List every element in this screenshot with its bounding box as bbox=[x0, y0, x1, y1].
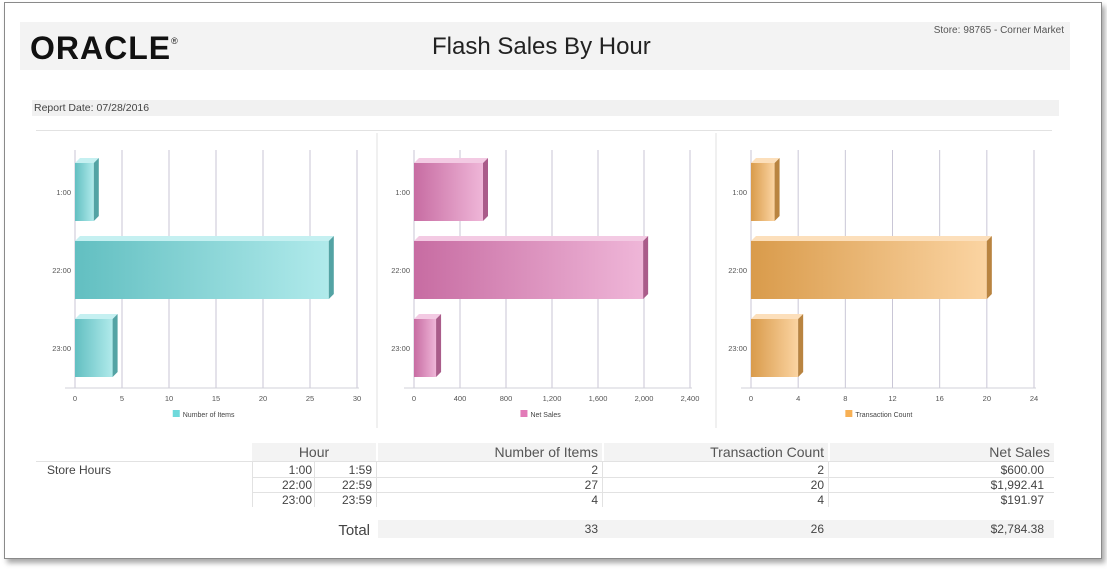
transactions-value: 4 bbox=[817, 493, 824, 507]
transactions-value: 20 bbox=[810, 478, 824, 492]
y-category-label: 1:00 bbox=[56, 188, 71, 197]
x-tick-label: 4 bbox=[796, 394, 800, 403]
legend-label: Number of Items bbox=[183, 412, 235, 419]
x-tick-label: 20 bbox=[983, 394, 991, 403]
total-items: 33 bbox=[584, 522, 598, 536]
x-tick-label: 0 bbox=[749, 394, 753, 403]
x-tick-label: 1,600 bbox=[589, 394, 608, 403]
store-value: 98765 - Corner Market bbox=[963, 25, 1064, 36]
y-category-label: 22:00 bbox=[728, 266, 747, 275]
header-separator bbox=[36, 461, 1054, 462]
x-tick-label: 2,400 bbox=[681, 394, 700, 403]
y-category-label: 22:00 bbox=[52, 266, 71, 275]
bar-1:00 bbox=[414, 158, 488, 221]
transactions-value: 2 bbox=[817, 463, 824, 477]
column-separator bbox=[828, 461, 829, 507]
col-header-net-sales: Net Sales bbox=[830, 443, 1054, 461]
y-category-label: 23:00 bbox=[52, 344, 71, 353]
x-tick-label: 5 bbox=[120, 394, 124, 403]
row-separator bbox=[252, 492, 1054, 493]
store-info: Store: 98765 - Corner Market bbox=[934, 25, 1064, 36]
y-category-label: 23:00 bbox=[391, 344, 410, 353]
x-tick-label: 8 bbox=[843, 394, 847, 403]
items-value: 4 bbox=[591, 493, 598, 507]
hour-end: 23:59 bbox=[341, 493, 372, 507]
row-separator bbox=[252, 477, 1054, 478]
net-sales-value: $1,992.41 bbox=[990, 478, 1044, 492]
total-bar bbox=[378, 520, 1054, 538]
x-tick-label: 25 bbox=[306, 394, 314, 403]
column-separator bbox=[252, 461, 253, 507]
report-date: Report Date: 07/28/2016 bbox=[32, 100, 1059, 116]
x-tick-label: 24 bbox=[1030, 394, 1038, 403]
legend: Transaction Count bbox=[845, 410, 912, 419]
col-header-items: Number of Items bbox=[378, 443, 602, 461]
net-sales-value: $191.97 bbox=[1000, 493, 1044, 507]
total-label: Total bbox=[338, 522, 370, 539]
oracle-logo: ORACLE® bbox=[30, 30, 179, 66]
report-header: ORACLE® Flash Sales By Hour Store: 98765 … bbox=[20, 22, 1070, 70]
x-tick-label: 800 bbox=[500, 394, 513, 403]
total-transactions: 26 bbox=[810, 522, 824, 536]
total-net-sales: $2,784.38 bbox=[990, 522, 1044, 536]
legend-label: Transaction Count bbox=[855, 412, 912, 419]
y-category-label: 22:00 bbox=[391, 266, 410, 275]
bar-23:00 bbox=[75, 314, 118, 377]
bar-22:00 bbox=[751, 236, 992, 299]
bar-23:00 bbox=[414, 314, 442, 377]
legend: Net Sales bbox=[520, 410, 561, 419]
hour-end: 22:59 bbox=[341, 478, 372, 492]
bar-1:00 bbox=[75, 158, 99, 221]
group-label: Store Hours bbox=[47, 463, 112, 477]
hour-end: 1:59 bbox=[348, 463, 372, 477]
column-separator bbox=[376, 461, 377, 507]
x-tick-label: 0 bbox=[73, 394, 77, 403]
x-tick-label: 1,200 bbox=[543, 394, 562, 403]
divider bbox=[36, 130, 1052, 131]
hour-start: 22:00 bbox=[281, 478, 312, 492]
y-category-label: 23:00 bbox=[728, 344, 747, 353]
column-separator bbox=[314, 461, 315, 507]
column-separator bbox=[602, 461, 603, 507]
x-tick-label: 15 bbox=[212, 394, 220, 403]
bar-22:00 bbox=[75, 236, 334, 299]
x-tick-label: 2,000 bbox=[635, 394, 654, 403]
col-header-transactions: Transaction Count bbox=[604, 443, 828, 461]
report-date-label: Report Date: bbox=[34, 102, 94, 114]
x-tick-label: 16 bbox=[935, 394, 943, 403]
x-tick-label: 10 bbox=[165, 394, 173, 403]
legend-label: Net Sales bbox=[530, 412, 561, 419]
items-value: 27 bbox=[584, 478, 598, 492]
bar-1:00 bbox=[751, 158, 780, 221]
hour-start: 1:00 bbox=[288, 463, 312, 477]
x-tick-label: 20 bbox=[259, 394, 267, 403]
report-title: Flash Sales By Hour bbox=[432, 33, 651, 60]
col-header-hour: Hour bbox=[252, 443, 376, 461]
legend: Number of Items bbox=[172, 410, 235, 419]
net-sales-value: $600.00 bbox=[1000, 463, 1044, 477]
items-value: 2 bbox=[591, 463, 598, 477]
x-tick-label: 12 bbox=[888, 394, 896, 403]
y-category-label: 1:00 bbox=[732, 188, 747, 197]
hour-start: 23:00 bbox=[281, 493, 312, 507]
x-tick-label: 400 bbox=[454, 394, 467, 403]
y-category-label: 1:00 bbox=[395, 188, 410, 197]
bar-22:00 bbox=[414, 236, 649, 299]
x-tick-label: 30 bbox=[353, 394, 361, 403]
x-tick-label: 0 bbox=[412, 394, 416, 403]
bar-23:00 bbox=[751, 314, 804, 377]
store-label: Store: bbox=[933, 25, 961, 36]
report-date-value: 07/28/2016 bbox=[96, 102, 150, 114]
